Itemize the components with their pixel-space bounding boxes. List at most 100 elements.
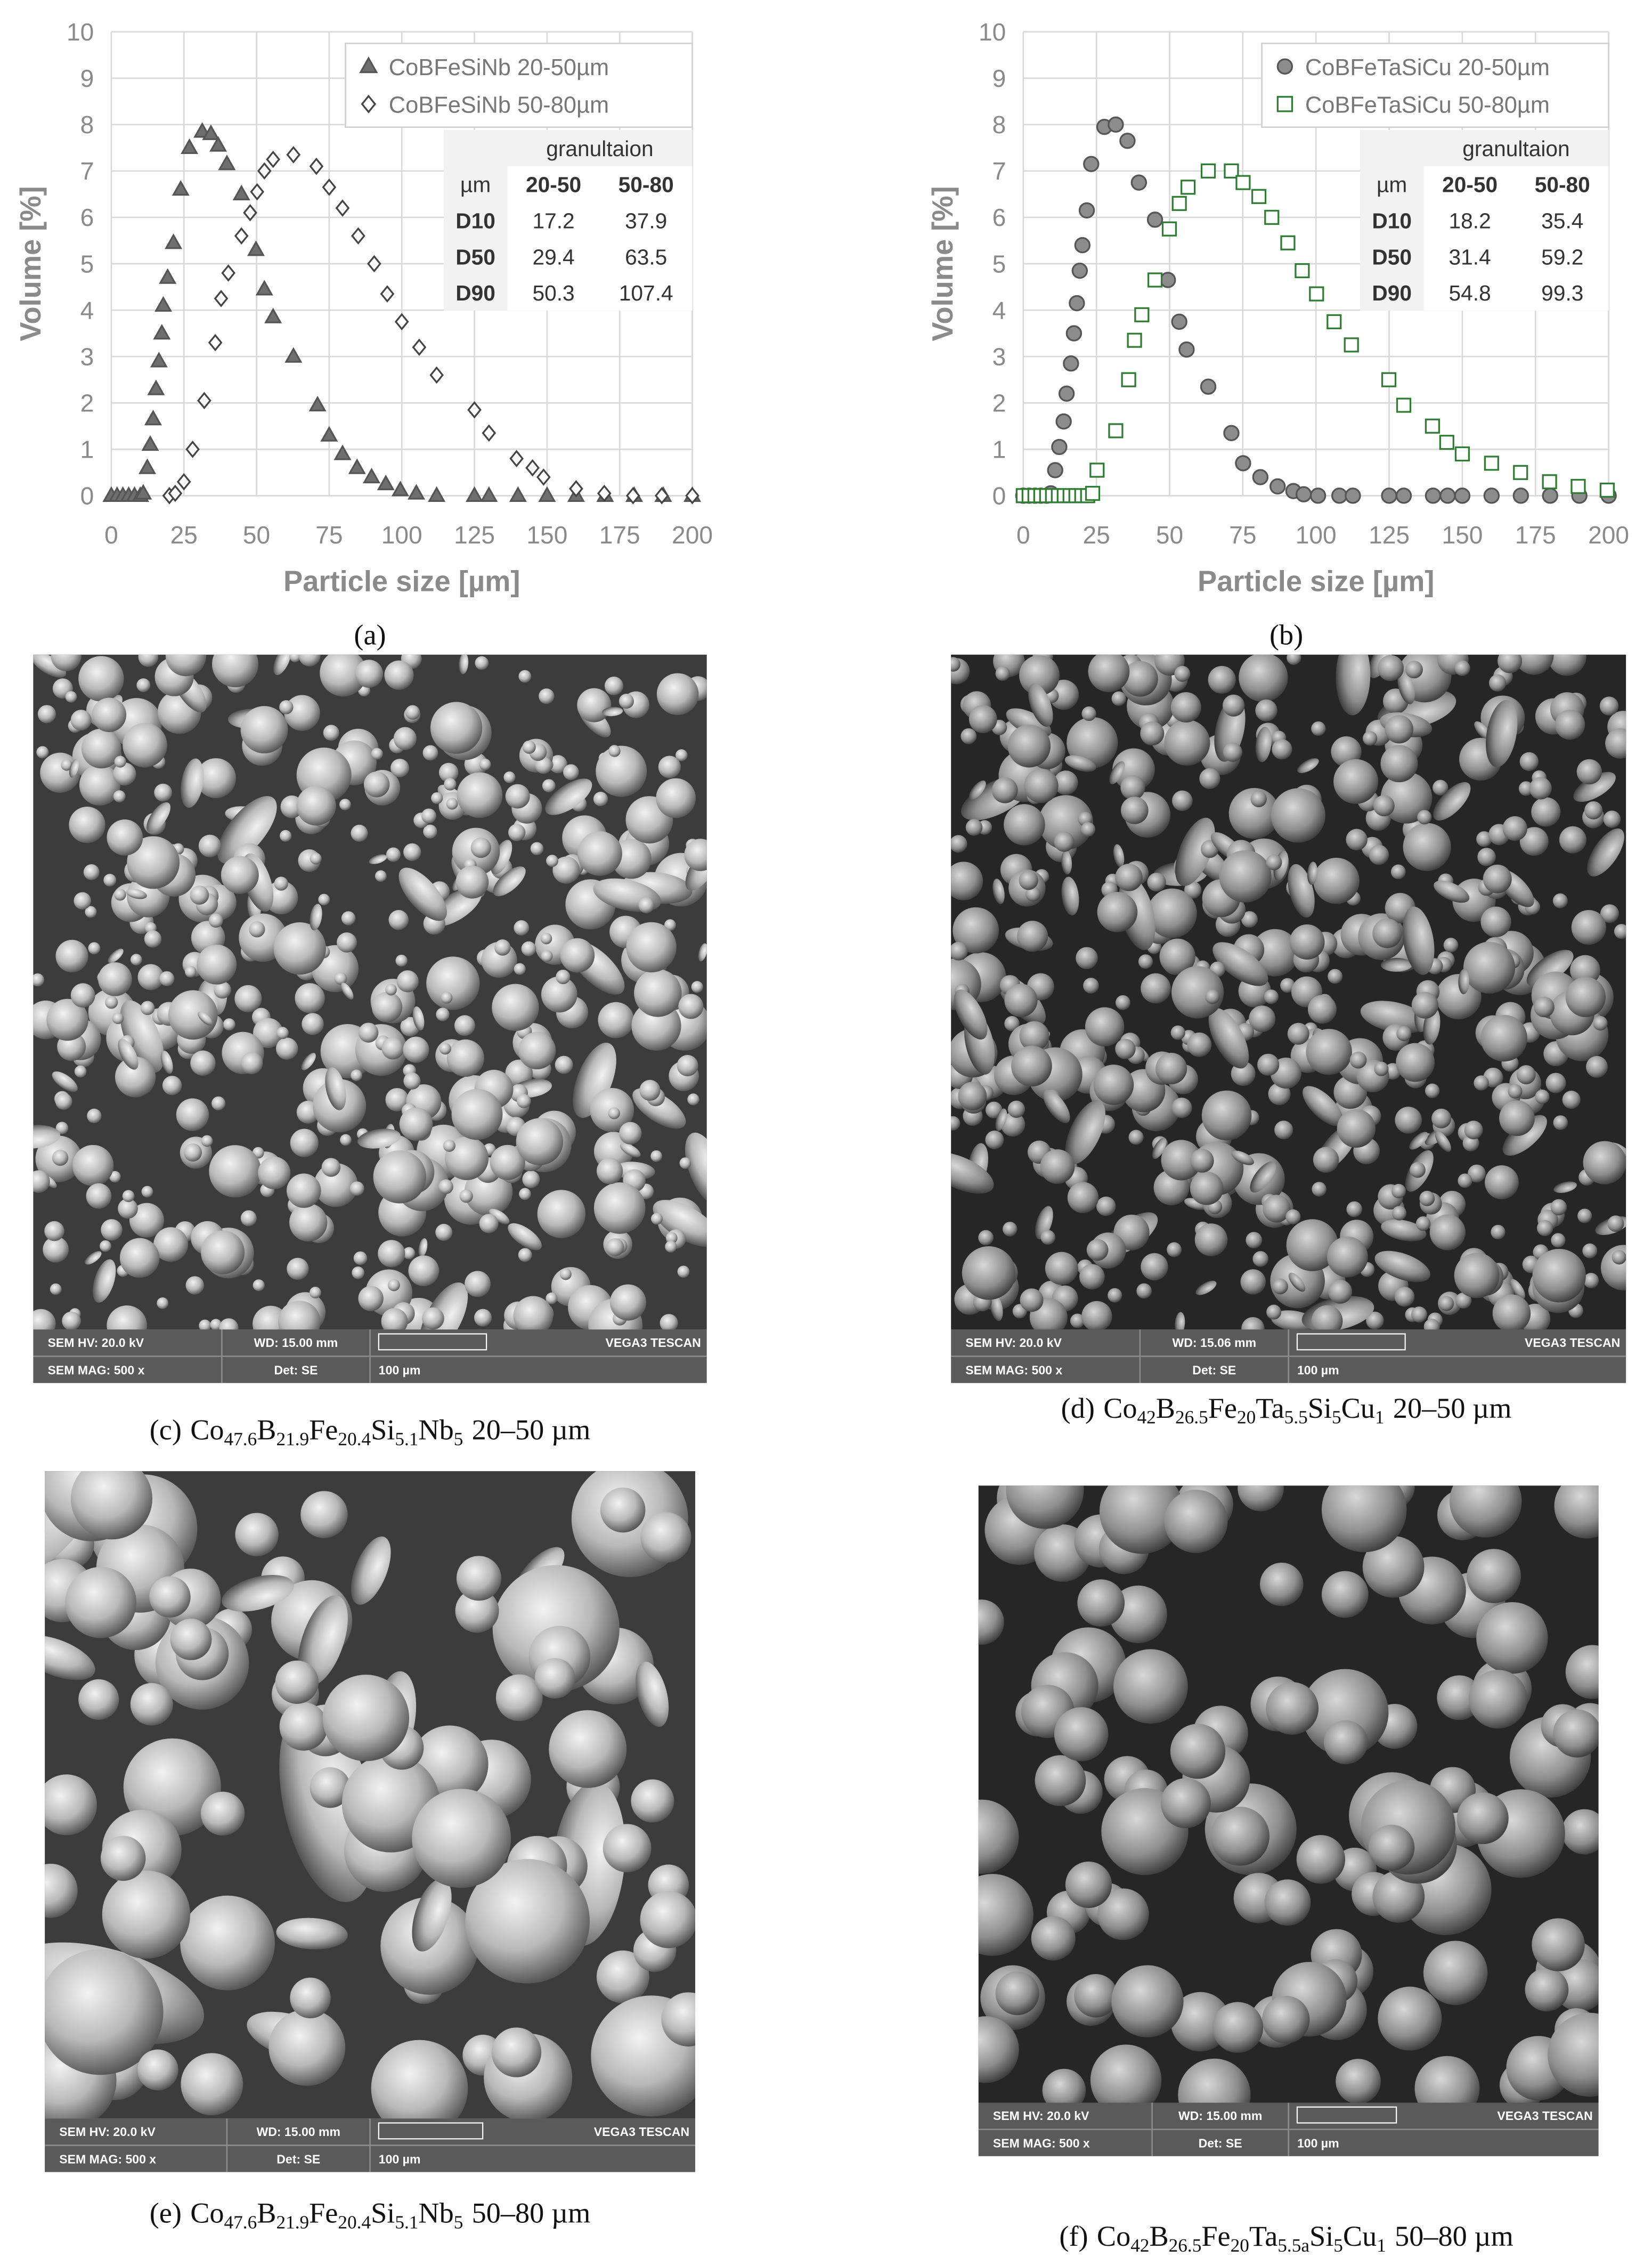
marker	[1121, 372, 1136, 387]
particle	[100, 1240, 111, 1252]
particle	[1336, 654, 1371, 716]
particle	[1264, 1879, 1311, 1926]
info-bar: SEM HV: 20.0 kV WD: 15.00 mm VEGA3 TESCAN S…	[45, 2118, 695, 2172]
marker	[159, 268, 177, 284]
particle	[198, 834, 222, 857]
marker	[1439, 435, 1454, 450]
caption-element: Si	[1308, 1392, 1332, 1424]
marker	[1309, 286, 1324, 302]
particle	[1456, 1792, 1509, 1845]
particle	[1113, 844, 1125, 867]
caption-element: Si	[1309, 2220, 1333, 2252]
particle	[1369, 654, 1393, 678]
particle	[1489, 674, 1507, 692]
particle	[593, 792, 608, 807]
caption-subscript: 42	[1137, 1407, 1156, 1428]
particle	[1020, 1288, 1044, 1312]
marker	[197, 392, 211, 410]
particle	[534, 1658, 575, 1699]
marker	[1047, 462, 1063, 478]
particle	[494, 939, 511, 956]
marker	[509, 450, 524, 467]
particle	[1463, 941, 1516, 994]
particle	[104, 995, 118, 1009]
particle	[385, 984, 397, 996]
particle	[1064, 755, 1096, 772]
particle	[1239, 654, 1288, 702]
caption-element: Fe	[1208, 1392, 1237, 1424]
particle	[438, 762, 459, 783]
particle	[107, 1305, 148, 1330]
particle	[464, 1167, 513, 1216]
particle	[1372, 918, 1402, 948]
particle	[321, 1158, 341, 1177]
table-cell: 29.4	[532, 245, 574, 269]
marker	[1147, 272, 1163, 288]
particle	[52, 1149, 69, 1166]
table-column-header: 20-50	[1442, 173, 1498, 197]
particle	[430, 702, 483, 754]
particle	[1042, 2068, 1086, 2103]
particle	[1583, 1141, 1626, 1184]
particle	[381, 1037, 404, 1060]
marker	[1395, 488, 1412, 504]
particle	[1040, 1149, 1075, 1184]
particle	[180, 1895, 275, 1991]
table-head-bg	[1360, 166, 1424, 311]
caption-element: Co	[1103, 1392, 1137, 1424]
particle	[1004, 804, 1045, 846]
particle	[405, 705, 420, 720]
particle	[1390, 864, 1406, 880]
particle	[991, 777, 1018, 803]
particle	[1115, 995, 1130, 1010]
particle	[1600, 904, 1619, 923]
particle	[1337, 1109, 1376, 1148]
info-text: 100 µm	[1297, 1363, 1339, 1377]
particle	[1433, 779, 1448, 795]
marker	[1483, 488, 1500, 504]
particle	[1313, 1147, 1339, 1173]
panel-label: (b)	[1269, 619, 1303, 651]
particle	[33, 654, 67, 678]
particle	[118, 1038, 139, 1070]
particle	[1553, 1115, 1568, 1130]
particle	[118, 1198, 138, 1219]
particle	[1607, 1215, 1624, 1232]
particle	[120, 1000, 164, 1073]
table-column-header: 50-80	[619, 173, 674, 197]
table-cell: D10	[455, 209, 495, 233]
particle	[1201, 1090, 1252, 1141]
particle	[310, 852, 322, 865]
particle	[541, 950, 553, 962]
particle	[459, 1189, 473, 1203]
marker	[165, 233, 183, 249]
particle	[1571, 909, 1606, 945]
particle	[559, 1268, 572, 1280]
particle	[323, 725, 339, 741]
particle	[176, 1098, 209, 1131]
particle	[240, 1052, 263, 1075]
particle	[418, 1238, 428, 1257]
particle	[508, 1223, 542, 1250]
particle	[446, 798, 458, 810]
particle	[1054, 831, 1075, 852]
particle	[1419, 1190, 1435, 1206]
particle	[470, 837, 491, 858]
particle	[123, 722, 167, 768]
particle	[1491, 1224, 1505, 1240]
particle	[539, 688, 555, 704]
particle	[45, 1949, 164, 2075]
marker	[1200, 163, 1216, 178]
particle	[446, 1039, 484, 1077]
particle	[1093, 1065, 1134, 1105]
particle	[50, 1283, 62, 1295]
marker	[1344, 337, 1359, 353]
particle	[1391, 1184, 1406, 1199]
particle	[240, 706, 288, 754]
particle	[422, 1307, 444, 1330]
particle	[1108, 1288, 1122, 1303]
caption-label: (f)	[1059, 2220, 1088, 2252]
particle	[953, 907, 999, 954]
particle	[438, 1179, 453, 1195]
particle	[385, 1088, 409, 1112]
